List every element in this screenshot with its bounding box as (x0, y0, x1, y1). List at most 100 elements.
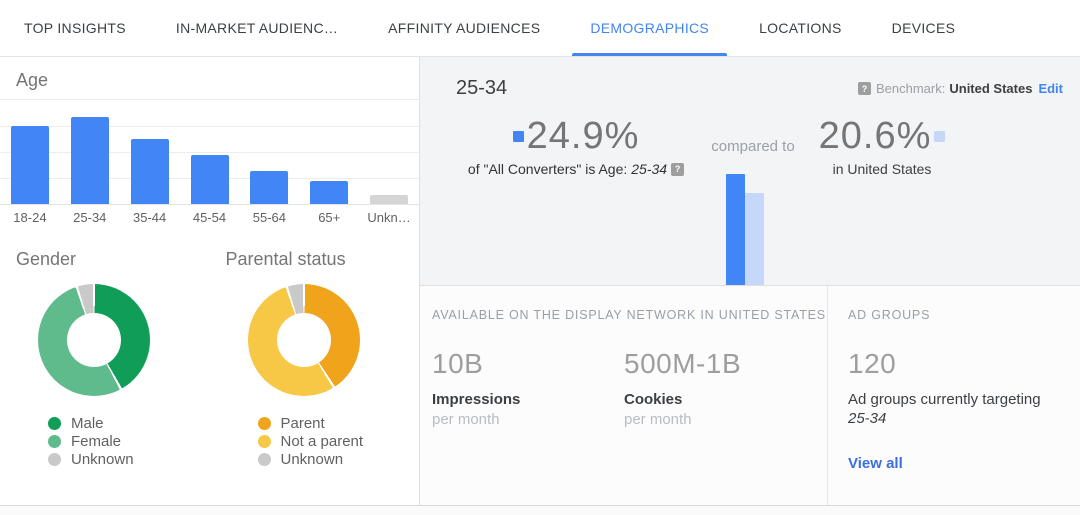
compared-to-label: compared to (711, 138, 795, 155)
tab-devices[interactable]: DEVICES (891, 20, 956, 36)
benchmark-edit-link[interactable]: Edit (1038, 81, 1063, 96)
age-bar-column (120, 100, 180, 204)
age-bar-column (180, 100, 240, 204)
tab-affinity-audiences[interactable]: AFFINITY AUDIENCES (388, 20, 541, 36)
gender-donut-chart[interactable] (38, 284, 150, 396)
legend-item-unknown: Unknown (257, 450, 420, 468)
legend-item-unknown: Unknown (48, 450, 210, 468)
impressions-period: per month (432, 411, 500, 428)
cookies-label: Cookies (624, 391, 683, 408)
gridline (0, 126, 419, 127)
demographics-content: Age 18-24 25-34 35-44 45-54 55-64 65+ Unkn… Ge… (0, 57, 1080, 505)
legend-dot-female (48, 434, 61, 448)
age-section-header: Age (0, 57, 419, 100)
secondary-stat-value: 20.6% (818, 115, 932, 157)
secondary-stat-marker (934, 131, 946, 142)
impressions-value: 10B (432, 348, 484, 379)
legend-label: Male (71, 414, 104, 432)
gender-section: Gender Male Female Unknown (0, 239, 210, 468)
cookies-stat: 500M-1B Cookies per month (624, 348, 741, 428)
benchmark-label: Benchmark: (875, 81, 946, 96)
tab-in-market-audienc[interactable]: IN-MARKET AUDIENC… (175, 20, 339, 36)
age-bar-column (60, 100, 120, 204)
age-bar-18-24[interactable] (10, 126, 49, 204)
benchmark-value: United States (949, 81, 1033, 96)
ad-groups-header: AD GROUPS (848, 308, 931, 322)
legend-label: Unknown (280, 450, 344, 468)
legend-dot-unknown (48, 452, 61, 466)
age-bar-55-64[interactable] (250, 171, 289, 204)
legend-label: Female (71, 432, 122, 450)
tab-top-insights[interactable]: TOP INSIGHTS (24, 20, 126, 36)
selected-segment-title: 25-34 (456, 77, 508, 99)
benchmark-row: ? Benchmark: United States Edit (857, 81, 1063, 96)
primary-stat: 24.9% of "All Converters" is Age: 25-34 … (430, 115, 722, 177)
left-charts-panel: Age 18-24 25-34 35-44 45-54 55-64 65+ Unkn… Ge… (0, 57, 420, 505)
availability-header: AVAILABLE ON THE DISPLAY NETWORK IN UNIT… (432, 308, 826, 322)
parental-status-section-title: Parental status (225, 249, 346, 269)
age-tick-65: 65+ (318, 210, 341, 225)
gridline (0, 152, 419, 153)
primary-stat-value: 24.9% (526, 115, 640, 157)
tab-locations[interactable]: LOCATIONS (759, 20, 842, 36)
legend-item-male: Male (48, 414, 210, 432)
age-bar-65[interactable] (310, 181, 349, 204)
tab-bar: TOP INSIGHTS IN-MARKET AUDIENC… AFFINITY A… (0, 0, 1080, 57)
ad-groups-caption: Ad groups currently targeting 25-34 (848, 391, 1063, 429)
ad-groups-caption-text: Ad groups currently targeting (848, 391, 1041, 408)
age-tick-35-44: 35-44 (133, 210, 167, 225)
impressions-label: Impressions (432, 391, 521, 408)
age-bar-column (239, 100, 299, 204)
ad-groups-caption-segment: 25-34 (848, 409, 887, 427)
cookies-period: per month (624, 411, 692, 428)
legend-label: Parent (280, 414, 325, 432)
selection-detail-panel: 25-34 ? Benchmark: United States Edit 24… (420, 57, 1080, 505)
legend-dot-male (48, 416, 61, 430)
primary-caption-segment: 25-34 (631, 161, 668, 177)
legend-item-not-a-parent: Not a parent (257, 432, 420, 450)
tab-demographics[interactable]: DEMOGRAPHICS (572, 0, 727, 56)
legend-label: Not a parent (280, 432, 364, 450)
age-bar-unkn[interactable] (370, 195, 409, 204)
gender-section-title: Gender (16, 249, 77, 269)
age-bar-column (299, 100, 359, 204)
legend-dot-not-a-parent (257, 434, 271, 448)
legend-item-parent: Parent (257, 414, 420, 432)
age-bar-column (359, 100, 419, 204)
age-tick-18-24: 18-24 (13, 210, 47, 225)
comparison-bar-converters[interactable] (726, 174, 745, 285)
gender-legend: Male Female Unknown (48, 414, 210, 468)
secondary-stat: 20.6% in United States (802, 115, 962, 177)
availability-stats: 10B Impressions per month 500M-1B Cookie… (432, 348, 827, 428)
age-bar-column (0, 100, 60, 204)
age-tick-25-34: 25-34 (73, 210, 107, 225)
parental-status-section: Parental status Parent Not a parent Unknow… (210, 239, 420, 468)
help-icon[interactable]: ? (857, 82, 871, 95)
comparison-bar-benchmark[interactable] (745, 193, 764, 285)
ad-groups-count: 120 (848, 348, 897, 379)
age-bar-35-44[interactable] (130, 139, 169, 204)
age-tick-45-54: 45-54 (192, 210, 227, 225)
primary-stat-caption: of "All Converters" is Age: 25-34 ? (430, 161, 722, 177)
legend-dot-unknown (257, 452, 271, 466)
comparison-mini-chart (726, 174, 764, 285)
detail-bottom-section: AVAILABLE ON THE DISPLAY NETWORK IN UNIT… (420, 286, 1080, 505)
primary-stat-marker (512, 131, 524, 142)
view-all-link[interactable]: View all (848, 454, 903, 472)
legend-item-female: Female (48, 432, 210, 450)
detail-summary-section: 25-34 ? Benchmark: United States Edit 24… (420, 57, 1080, 286)
bottom-edge (0, 505, 1080, 515)
primary-caption-text: of "All Converters" is Age: (467, 161, 628, 177)
legend-label: Unknown (71, 450, 134, 468)
age-section-title: Age (16, 70, 49, 90)
age-tick-unkn: Unkn… (367, 210, 411, 225)
help-icon[interactable]: ? (671, 162, 685, 176)
age-bar-25-34[interactable] (70, 117, 109, 204)
legend-dot-parent (257, 416, 271, 430)
donut-charts-row: Gender Male Female Unknown Parental status… (0, 239, 419, 468)
cookies-value: 500M-1B (624, 348, 742, 379)
secondary-stat-caption: in United States (832, 161, 932, 177)
age-bar-45-54[interactable] (190, 155, 229, 204)
parental-status-donut-chart[interactable] (247, 284, 360, 396)
